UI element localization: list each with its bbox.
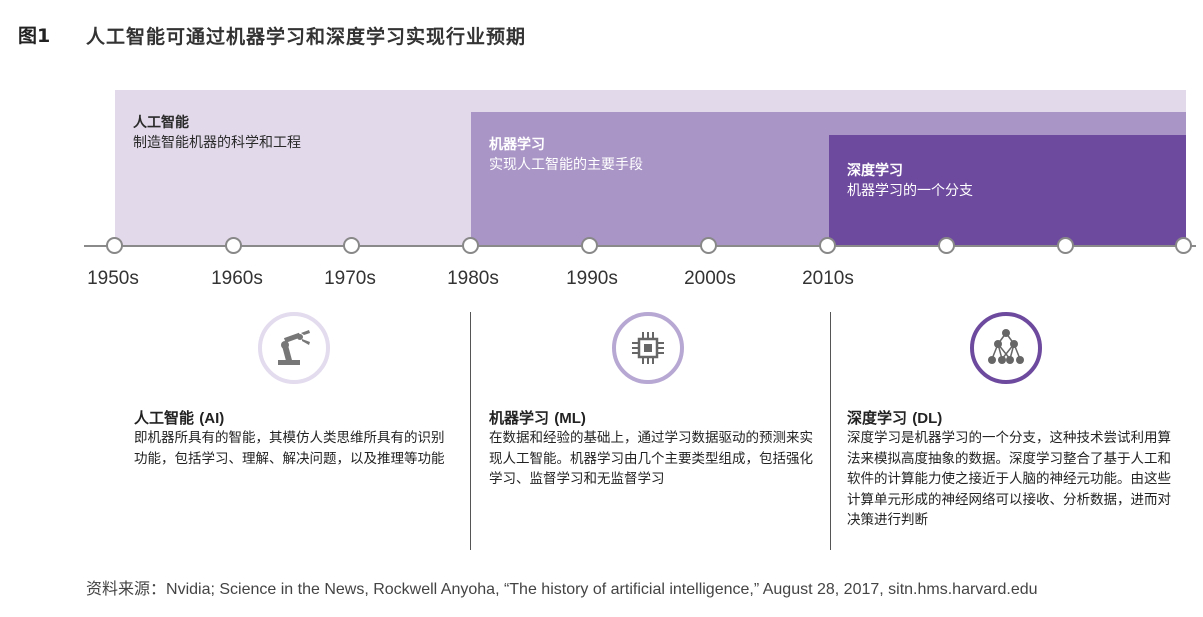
decade-label: 1960s [211,268,263,289]
source-note: 资料来源：Nvidia; Science in the News, Rockwe… [86,575,1038,599]
band-ai-subtitle: 制造智能机器的科学和工程 [133,135,301,151]
band-dl-subtitle: 机器学习的一个分支 [847,183,973,199]
decade-label: 1950s [87,268,139,289]
band-ai-title: 人工智能 [133,115,189,131]
timeline-marker [581,237,598,254]
ml-title-zh: 机器学习 [489,409,550,427]
timeline-marker [1175,237,1192,254]
dl-column-title: 深度学习 (DL) [847,407,942,428]
timeline-marker [819,237,836,254]
ml-icon-circle [612,312,684,384]
source-label: 资料来源： [86,579,167,598]
source-text: Nvidia; Science in the News, Rockwell An… [166,581,1038,598]
band-ml-subtitle: 实现人工智能的主要手段 [489,157,643,173]
decade-label: 2010s [802,268,854,289]
ai-column-title: 人工智能 (AI) [134,407,224,428]
cpu-chip-icon [632,332,664,364]
ml-title-en: (ML) [554,410,586,427]
figure-title: 人工智能可通过机器学习和深度学习实现行业预期 [86,26,527,48]
timeline-marker [938,237,955,254]
dl-icon-circle [970,312,1042,384]
ml-column-title: 机器学习 (ML) [489,407,586,428]
dl-title-zh: 深度学习 [847,409,908,427]
timeline-marker [700,237,717,254]
timeline-marker [343,237,360,254]
ai-title-en: (AI) [199,410,225,427]
dl-column-body: 深度学习是机器学习的一个分支，这种技术尝试利用算法来模拟高度抽象的数据。深度学习… [847,430,1171,528]
figure-label: 图1 [18,25,51,47]
ai-title-zh: 人工智能 [134,409,195,427]
decade-label: 2000s [684,268,736,289]
timeline-axis [84,245,1196,247]
decade-label: 1990s [566,268,618,289]
timeline-marker [462,237,479,254]
ai-icon-circle [258,312,330,384]
column-divider [830,312,831,550]
timeline-marker [225,237,242,254]
column-divider [470,312,471,550]
ml-column-body: 在数据和经验的基础上，通过学习数据驱动的预测来实现人工智能。机器学习由几个主要类… [489,430,813,487]
band-dl-title: 深度学习 [847,163,903,179]
ai-column-body: 即机器所具有的智能，其模仿人类思维所具有的识别功能，包括学习、理解、解决问题，以… [134,430,445,467]
timeline-marker [1057,237,1074,254]
band-dl: 深度学习 机器学习的一个分支 [829,135,1186,246]
band-ml-title: 机器学习 [489,137,545,153]
decade-label: 1970s [324,268,376,289]
timeline-marker [106,237,123,254]
dl-title-en: (DL) [912,410,943,427]
neural-network-icon [988,329,1024,364]
robot-arm-icon [278,330,310,365]
decade-label: 1980s [447,268,499,289]
